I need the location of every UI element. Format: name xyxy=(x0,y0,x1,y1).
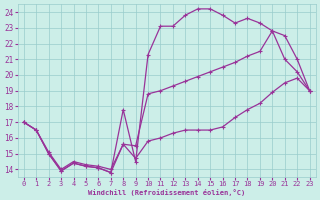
X-axis label: Windchill (Refroidissement éolien,°C): Windchill (Refroidissement éolien,°C) xyxy=(88,189,245,196)
